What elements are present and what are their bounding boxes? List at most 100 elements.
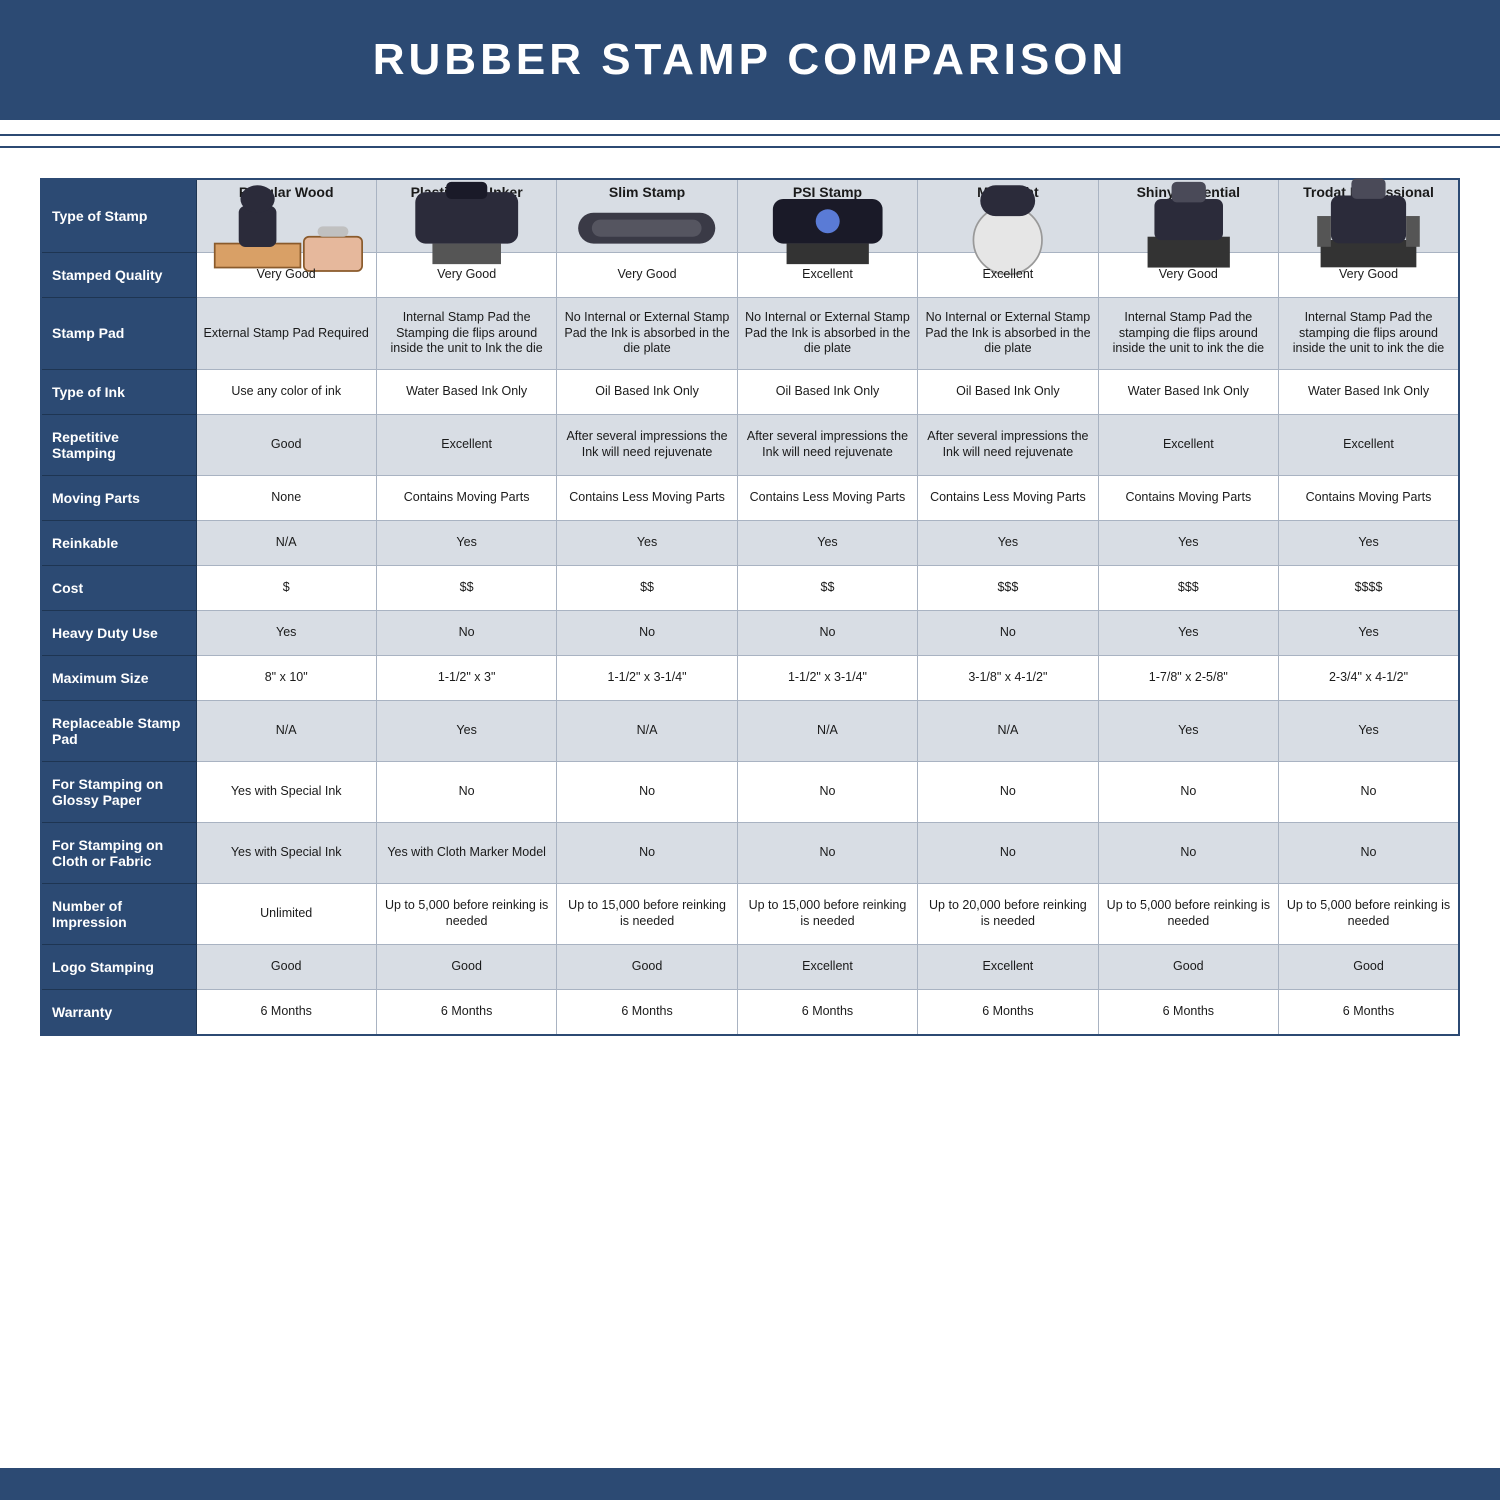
table-cell: Yes with Special Ink — [196, 761, 376, 822]
table-cell: 1-1/2" x 3-1/4" — [737, 655, 917, 700]
table-cell: 1-7/8" x 2-5/8" — [1098, 655, 1278, 700]
table-row: Maximum Size8" x 10"1-1/2" x 3"1-1/2" x … — [41, 655, 1459, 700]
table-cell: Yes — [376, 520, 556, 565]
table-cell: No — [918, 610, 1098, 655]
column-header: Slim Stamp — [557, 179, 737, 253]
page-title: RUBBER STAMP COMPARISON — [373, 35, 1127, 85]
table-cell: $$ — [737, 565, 917, 610]
row-header: Reinkable — [41, 520, 196, 565]
table-cell: Excellent — [737, 944, 917, 989]
wood-stamp-icon — [201, 202, 372, 250]
table-cell: No Internal or External Stamp Pad the In… — [557, 298, 737, 370]
table-cell: No — [1098, 822, 1278, 883]
row-header: Heavy Duty Use — [41, 610, 196, 655]
table-cell: No — [918, 761, 1098, 822]
column-header: Regular Wood — [196, 179, 376, 253]
table-cell: 6 Months — [1279, 989, 1459, 1035]
column-header: Trodat Professional — [1279, 179, 1459, 253]
row-header: For Stamping on Cloth or Fabric — [41, 822, 196, 883]
table-cell: Yes — [1279, 610, 1459, 655]
table-cell: Up to 5,000 before reinking is needed — [1098, 883, 1278, 944]
table-cell: No — [1098, 761, 1278, 822]
column-header: Shiny Essential — [1098, 179, 1278, 253]
table-cell: Contains Moving Parts — [376, 475, 556, 520]
table-cell: Unlimited — [196, 883, 376, 944]
table-cell: Yes — [1279, 520, 1459, 565]
table-cell: Yes — [737, 520, 917, 565]
table-row: Cost$$$$$$$$$$$$$$$$$ — [41, 565, 1459, 610]
trodat-icon — [1283, 202, 1454, 250]
table-cell: Oil Based Ink Only — [737, 369, 917, 414]
table-cell: Up to 5,000 before reinking is needed — [376, 883, 556, 944]
table-cell: Up to 20,000 before reinking is needed — [918, 883, 1098, 944]
table-cell: No — [737, 822, 917, 883]
table-cell: $$$ — [918, 565, 1098, 610]
row-header-type-of-stamp: Type of Stamp — [41, 179, 196, 253]
row-header: Cost — [41, 565, 196, 610]
table-cell: Good — [557, 944, 737, 989]
row-header: Stamp Pad — [41, 298, 196, 370]
table-row: Repetitive StampingGoodExcellentAfter se… — [41, 414, 1459, 475]
table-cell: 6 Months — [918, 989, 1098, 1035]
shiny-icon — [1103, 202, 1274, 250]
table-cell: After several impressions the Ink will n… — [918, 414, 1098, 475]
table-cell: Contains Less Moving Parts — [557, 475, 737, 520]
row-header: Warranty — [41, 989, 196, 1035]
table-cell: Internal Stamp Pad the stamping die flip… — [1098, 298, 1278, 370]
table-cell: No — [376, 610, 556, 655]
table-cell: No — [1279, 761, 1459, 822]
row-header: Replaceable Stamp Pad — [41, 700, 196, 761]
table-cell: Good — [376, 944, 556, 989]
column-header: MaxLight — [918, 179, 1098, 253]
table-cell: Internal Stamp Pad the Stamping die flip… — [376, 298, 556, 370]
table-row: Replaceable Stamp PadN/AYesN/AN/AN/AYesY… — [41, 700, 1459, 761]
table-cell: 6 Months — [376, 989, 556, 1035]
table-row: For Stamping on Glossy PaperYes with Spe… — [41, 761, 1459, 822]
table-cell: No — [737, 761, 917, 822]
table-cell: Good — [1098, 944, 1278, 989]
psi-stamp-icon — [742, 202, 913, 250]
page: RUBBER STAMP COMPARISON Type of StampReg… — [0, 0, 1500, 1500]
table-cell: Yes — [557, 520, 737, 565]
table-cell: None — [196, 475, 376, 520]
table-row: Type of InkUse any color of inkWater Bas… — [41, 369, 1459, 414]
table-cell: 8" x 10" — [196, 655, 376, 700]
table-cell: Good — [196, 944, 376, 989]
row-header: Moving Parts — [41, 475, 196, 520]
table-cell: Yes — [1098, 610, 1278, 655]
table-cell: No — [557, 761, 737, 822]
self-inker-icon — [381, 202, 552, 250]
table-cell: No — [1279, 822, 1459, 883]
table-cell: No — [737, 610, 917, 655]
column-header: Plastic Self Inker — [376, 179, 556, 253]
table-cell: After several impressions the Ink will n… — [557, 414, 737, 475]
table-cell: Water Based Ink Only — [1279, 369, 1459, 414]
table-cell: Oil Based Ink Only — [557, 369, 737, 414]
table-cell: 6 Months — [737, 989, 917, 1035]
table-cell: Contains Less Moving Parts — [918, 475, 1098, 520]
table-cell: No — [557, 610, 737, 655]
table-row: Moving PartsNoneContains Moving PartsCon… — [41, 475, 1459, 520]
table-cell: Oil Based Ink Only — [918, 369, 1098, 414]
table-cell: $$ — [376, 565, 556, 610]
table-body: Stamped QualityVery GoodVery GoodVery Go… — [41, 253, 1459, 1035]
table-cell: Contains Moving Parts — [1279, 475, 1459, 520]
table-row: Number of ImpressionUnlimitedUp to 5,000… — [41, 883, 1459, 944]
title-band: RUBBER STAMP COMPARISON — [0, 0, 1500, 120]
table-row: Logo StampingGoodGoodGoodExcellentExcell… — [41, 944, 1459, 989]
table-cell: Yes with Cloth Marker Model — [376, 822, 556, 883]
row-header: Number of Impression — [41, 883, 196, 944]
table-cell: Good — [1279, 944, 1459, 989]
table-cell: $ — [196, 565, 376, 610]
table-cell: 1-1/2" x 3" — [376, 655, 556, 700]
table-cell: N/A — [196, 520, 376, 565]
table-cell: Water Based Ink Only — [376, 369, 556, 414]
table-cell: Excellent — [918, 944, 1098, 989]
table-cell: No Internal or External Stamp Pad the In… — [918, 298, 1098, 370]
row-header: Type of Ink — [41, 369, 196, 414]
table-cell: No — [376, 761, 556, 822]
table-cell: 1-1/2" x 3-1/4" — [557, 655, 737, 700]
table-cell: Water Based Ink Only — [1098, 369, 1278, 414]
table-cell: N/A — [557, 700, 737, 761]
comparison-table: Type of StampRegular WoodPlastic Self In… — [40, 178, 1460, 1036]
